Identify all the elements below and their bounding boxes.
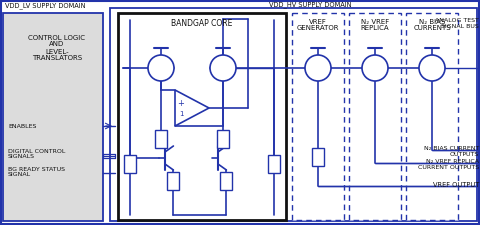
Bar (292, 13, 344, 220)
Circle shape (362, 55, 388, 81)
Circle shape (305, 55, 331, 81)
Bar (167, 172, 179, 190)
Text: DIGITAL CONTROL
SIGNALS: DIGITAL CONTROL SIGNALS (8, 148, 65, 159)
Bar (312, 148, 324, 166)
Bar (3, 13, 103, 221)
Text: VREF OUTPUT: VREF OUTPUT (432, 182, 479, 188)
Text: ENABLES: ENABLES (8, 124, 36, 128)
Text: N₂ BIAS
CURRENTS: N₂ BIAS CURRENTS (413, 18, 451, 32)
Text: BG READY STATUS
SIGNAL: BG READY STATUS SIGNAL (8, 166, 65, 177)
Text: CONTROL LOGIC
AND
LEVEL-
TRANSLATORS: CONTROL LOGIC AND LEVEL- TRANSLATORS (28, 34, 85, 61)
Text: N₂ BIAS CURRENT
OUTPUTS: N₂ BIAS CURRENT OUTPUTS (424, 146, 479, 157)
Bar (268, 155, 280, 173)
Bar (349, 13, 401, 220)
Text: VDD_HV SUPPLY DOMAIN: VDD_HV SUPPLY DOMAIN (269, 2, 351, 8)
Text: BANDGAP CORE: BANDGAP CORE (171, 18, 233, 27)
Circle shape (210, 55, 236, 81)
Text: +: + (178, 99, 184, 108)
Bar (110, 8, 477, 221)
Text: VREF
GENERATOR: VREF GENERATOR (297, 18, 339, 32)
Bar (217, 130, 229, 148)
Circle shape (148, 55, 174, 81)
Bar (155, 130, 167, 148)
Bar (406, 13, 458, 220)
Text: VDD_LV SUPPLY DOMAIN: VDD_LV SUPPLY DOMAIN (5, 3, 85, 9)
Circle shape (419, 55, 445, 81)
Text: 1: 1 (179, 111, 183, 117)
Text: N₂ VREF REPLICA
CURRENT OUTPUTS: N₂ VREF REPLICA CURRENT OUTPUTS (418, 159, 479, 170)
Bar (118, 13, 286, 220)
Bar (220, 172, 232, 190)
Bar (124, 155, 136, 173)
Text: N₂ VREF
REPLICA: N₂ VREF REPLICA (360, 18, 389, 32)
Text: ANALOG TEST
SIGNAL BUS: ANALOG TEST SIGNAL BUS (435, 18, 479, 29)
